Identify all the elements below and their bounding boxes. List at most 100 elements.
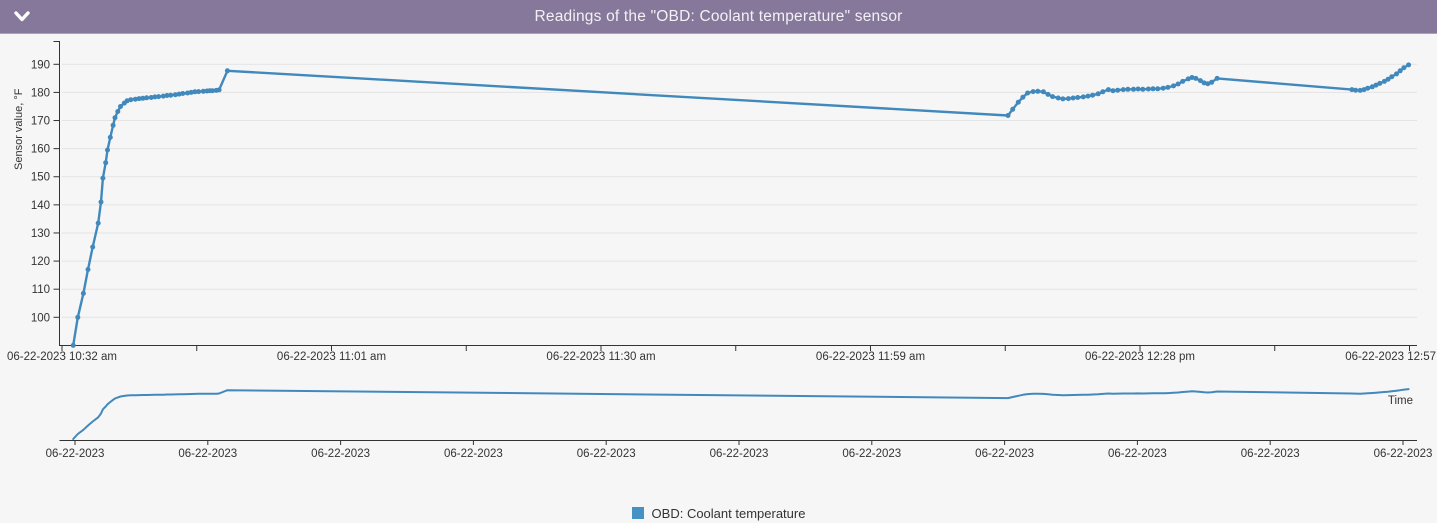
data-point-marker [1381, 78, 1387, 84]
data-point-marker [176, 91, 182, 97]
data-point-marker [144, 95, 150, 101]
data-point-marker [1180, 78, 1186, 84]
legend-item[interactable]: OBD: Coolant temperature [0, 503, 1437, 523]
data-point-marker [1357, 87, 1363, 93]
x-tick-label: 06-22-2023 11:01 am [277, 351, 386, 363]
navigator-tick-label: 06-22-2023 [444, 448, 503, 460]
navigator-tick-label: 06-22-2023 [1241, 448, 1300, 460]
data-point-marker [75, 314, 81, 320]
y-tick-label: 170 [31, 116, 50, 128]
y-tick-label: 150 [31, 172, 50, 184]
data-point-marker [1209, 79, 1215, 85]
data-point-marker [200, 88, 206, 94]
data-point-marker [1197, 78, 1203, 84]
data-point-marker [1401, 65, 1407, 71]
data-point-marker [1005, 113, 1011, 118]
data-point-marker [1171, 83, 1176, 89]
y-tick-label: 100 [31, 312, 50, 324]
data-point-marker [156, 94, 162, 100]
navigator-tick-label: 06-22-2023 [842, 448, 901, 460]
data-point-marker [1385, 76, 1391, 82]
y-tick-label: 190 [31, 59, 50, 71]
data-point-marker [1110, 88, 1116, 94]
data-point-marker [1115, 87, 1121, 93]
data-point-marker [110, 122, 116, 128]
collapse-panel-button[interactable] [13, 9, 31, 23]
y-tick-label: 140 [31, 200, 50, 212]
data-point-marker [105, 147, 110, 153]
y-tick-label: 110 [32, 284, 50, 296]
data-point-marker [1030, 89, 1036, 95]
navigator-tick-label: 06-22-2023 [46, 448, 105, 460]
x-tick-label: 06-22-2023 10:32 am [7, 351, 117, 363]
sensor-readings-chart: Sensor value, °F 100 110 120 130 140 150 160 17… [0, 34, 1437, 521]
data-point-marker [1065, 96, 1071, 102]
data-point-marker [1377, 80, 1383, 86]
data-point-marker [85, 267, 91, 272]
navigator-series-line[interactable] [72, 388, 1410, 440]
data-point-marker [185, 90, 190, 96]
navigator-chart[interactable]: 06-22-2023 06-22-2023 06-22-2023 06-22-2023… [0, 372, 1437, 470]
data-point-marker [1055, 95, 1061, 101]
data-point-marker [1100, 89, 1106, 95]
data-point-marker [1175, 81, 1181, 87]
data-point-marker [1050, 94, 1056, 100]
data-point-marker [1135, 86, 1141, 92]
y-tick-label: 180 [31, 87, 50, 99]
data-point-marker [1353, 87, 1359, 93]
y-tick-label: 160 [31, 144, 50, 156]
navigator-tick-label: 06-22-2023 [710, 448, 769, 460]
navigator-tick-label: 06-22-2023 [1374, 448, 1433, 460]
data-point-marker [1214, 75, 1220, 81]
data-point-marker [132, 96, 138, 102]
data-point-marker [1070, 95, 1076, 101]
data-point-marker [1095, 91, 1101, 97]
data-point-marker [1105, 87, 1111, 93]
data-point-marker [1165, 84, 1171, 90]
legend-marker-icon [631, 507, 644, 519]
x-tick-label: 06-22-2023 11:59 am [816, 351, 925, 363]
data-point-marker [115, 109, 121, 114]
data-point-marker [1075, 95, 1081, 100]
data-point-marker [1080, 94, 1086, 100]
data-point-marker [1040, 89, 1046, 95]
data-point-marker [1090, 92, 1096, 98]
data-point-marker [1389, 74, 1395, 80]
data-point-marker [1140, 86, 1146, 92]
data-point-marker [1045, 91, 1051, 97]
data-point-marker [98, 199, 104, 205]
data-point-marker [1085, 93, 1091, 99]
data-point-marker [172, 92, 178, 98]
data-point-marker [1193, 75, 1199, 81]
data-point-marker [164, 93, 170, 98]
data-point-marker [118, 104, 123, 109]
data-point-marker [70, 342, 76, 348]
data-point-marker [1120, 87, 1126, 93]
navigator-tick-label: 06-22-2023 [178, 448, 237, 460]
data-point-marker [80, 290, 86, 296]
data-point-marker [1060, 96, 1066, 102]
data-point-marker [1160, 85, 1166, 91]
data-point-marker [188, 89, 194, 95]
data-point-marker [103, 160, 109, 166]
data-point-marker [95, 220, 101, 226]
chevron-down-icon [14, 10, 30, 21]
data-point-marker [196, 89, 202, 95]
data-point-marker [1015, 99, 1021, 105]
data-point-marker [1397, 68, 1403, 74]
legend-label: OBD: Coolant temperature [651, 505, 806, 521]
data-point-marker [210, 88, 215, 94]
data-point-marker [1373, 82, 1379, 88]
data-point-marker [1145, 86, 1151, 92]
data-point-marker [90, 244, 96, 250]
data-point-marker [216, 87, 222, 93]
main-chart[interactable]: 100 110 120 130 140 150 160 170 180 190 06-22-2023… [0, 36, 1437, 370]
x-axis-title: Time [1387, 395, 1413, 407]
data-point-marker [1155, 86, 1161, 92]
data-point-marker [100, 175, 106, 181]
data-point-marker [1394, 71, 1399, 77]
data-point-marker [140, 95, 146, 101]
data-point-marker [1189, 75, 1195, 80]
data-point-marker [224, 68, 230, 74]
data-point-marker [152, 94, 158, 100]
